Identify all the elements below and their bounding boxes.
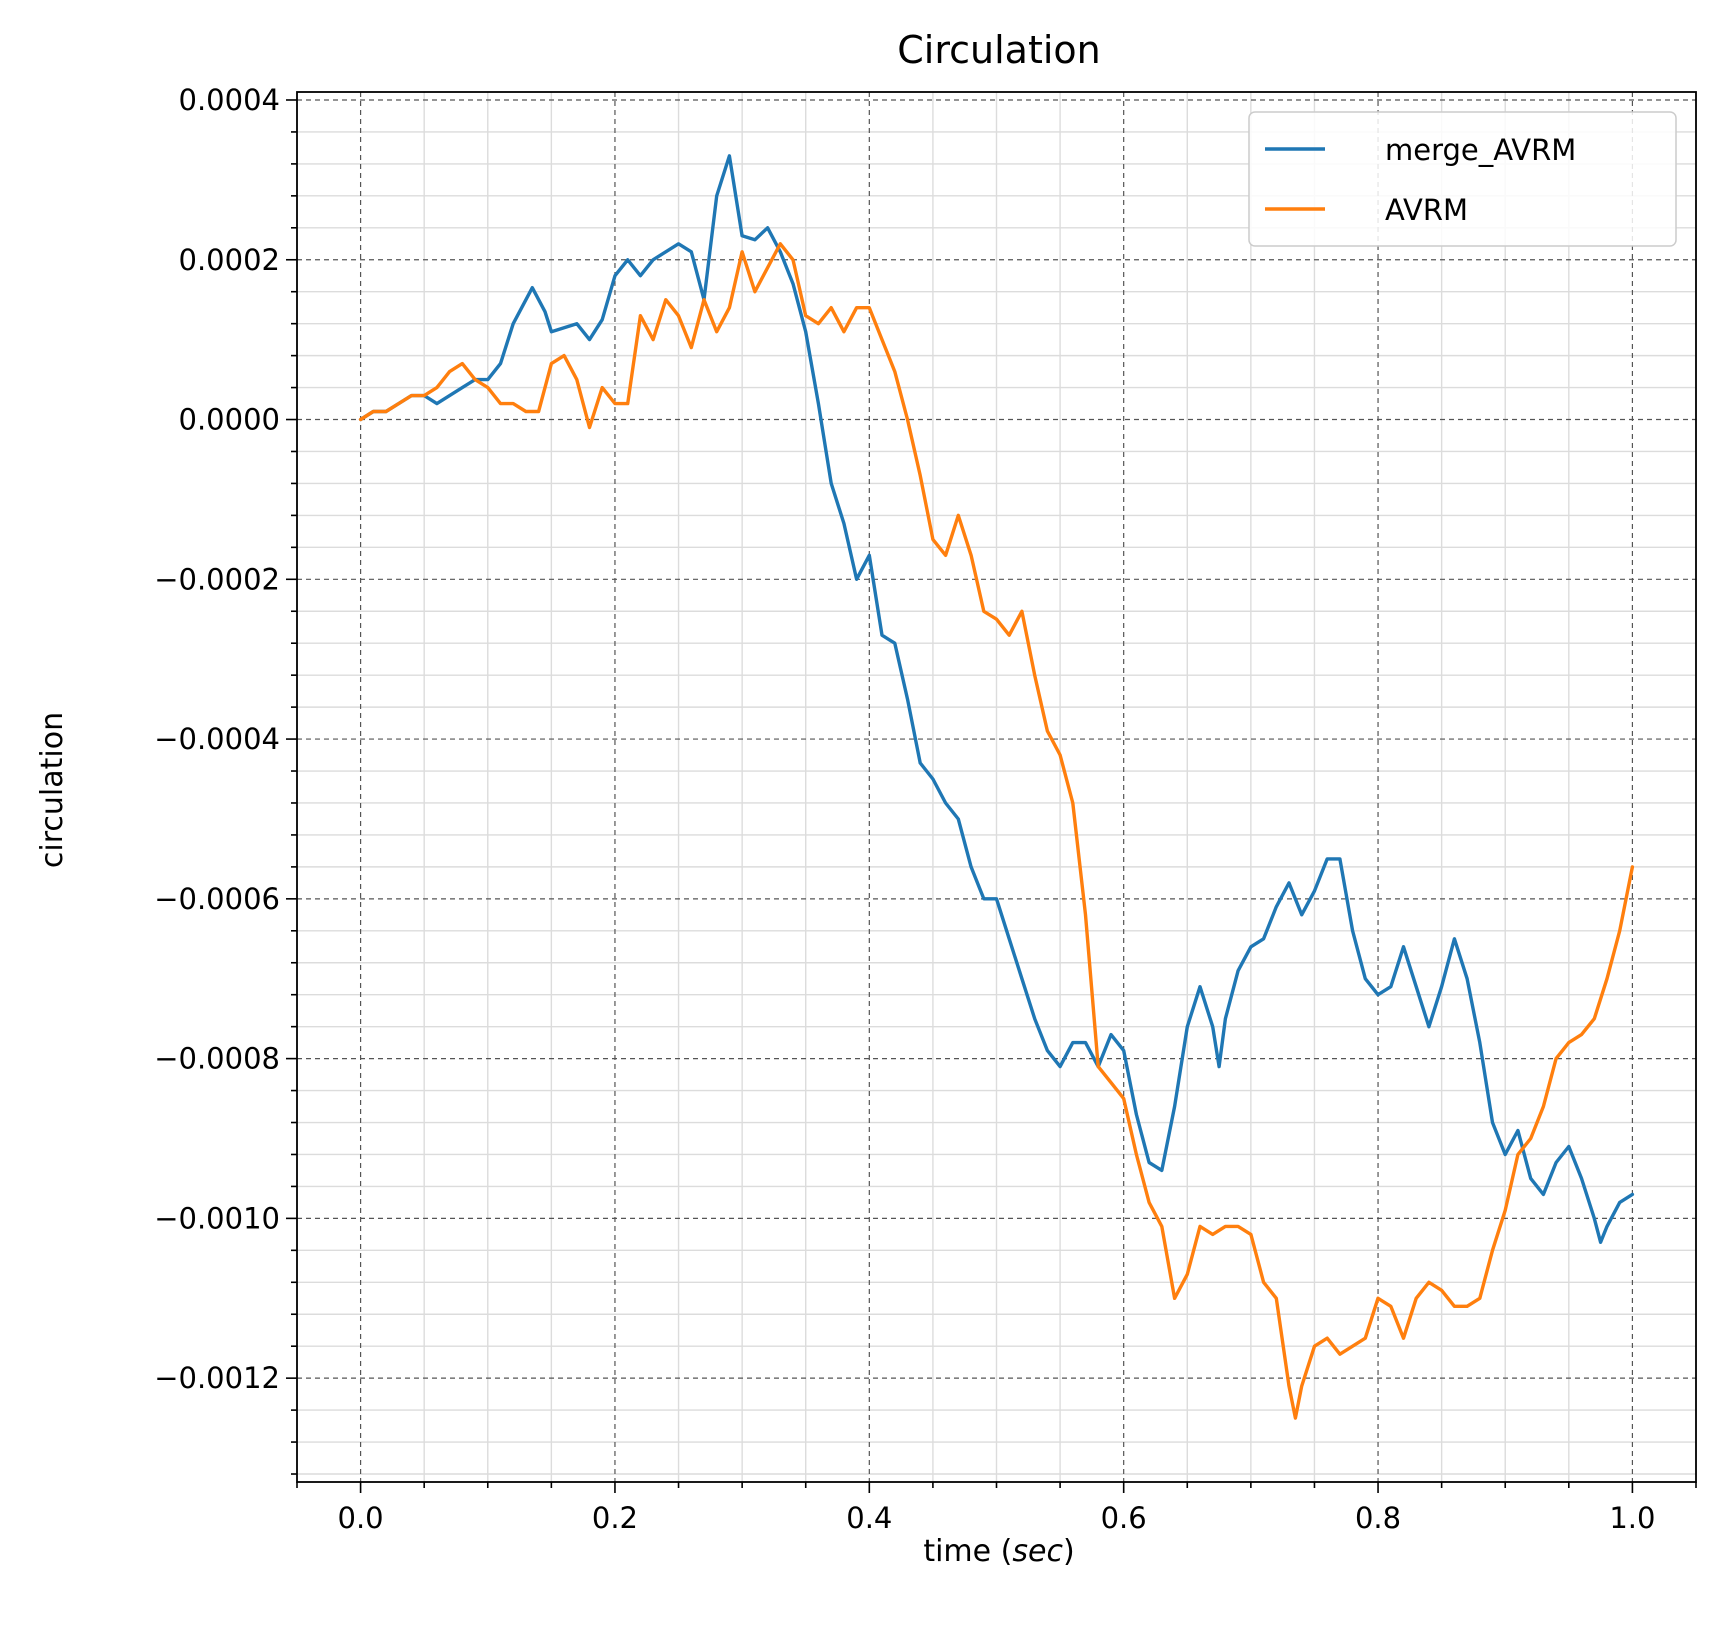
y-tick-label: −0.0006 — [154, 882, 280, 916]
y-tick-label: 0.0000 — [179, 403, 280, 437]
x-tick-label: 0.2 — [592, 1501, 638, 1535]
x-tick-label: 0.6 — [1101, 1501, 1147, 1535]
minor-gridlines — [296, 92, 1697, 1482]
series-line-avrm — [358, 242, 1635, 1420]
series-layer — [358, 154, 1635, 1420]
legend-box — [1248, 111, 1677, 247]
x-tick-label: 0.4 — [846, 1501, 892, 1535]
x-axis-tick-labels: 0.0 0.2 0.4 0.6 0.8 1.0 — [338, 1501, 1656, 1535]
legend-label-merge-avrm: merge_AVRM — [1385, 133, 1576, 167]
y-tick-label: −0.0004 — [154, 722, 280, 756]
x-tick-label: 0.8 — [1355, 1501, 1401, 1535]
legend-label-avrm: AVRM — [1385, 193, 1468, 227]
legend: merge_AVRM AVRM — [1248, 111, 1677, 247]
series-line-merge-avrm — [358, 154, 1635, 1244]
y-axis-label: circulation — [35, 712, 70, 868]
x-tick-label: 1.0 — [1609, 1501, 1655, 1535]
y-tick-label: 0.0002 — [179, 243, 280, 277]
y-tick-label: 0.0004 — [179, 83, 280, 117]
major-gridlines — [297, 92, 1696, 1482]
y-tick-label: −0.0012 — [154, 1361, 280, 1395]
axis-ticks — [286, 99, 1697, 1493]
x-axis-label: time (sec) — [923, 1534, 1074, 1569]
y-tick-label: −0.0008 — [154, 1042, 280, 1076]
y-tick-label: −0.0002 — [154, 562, 280, 596]
chart-title: Circulation — [897, 28, 1101, 72]
y-tick-label: −0.0010 — [154, 1201, 280, 1235]
x-tick-label: 0.0 — [338, 1501, 384, 1535]
y-axis-tick-labels: 0.0004 0.0002 0.0000 −0.0002 −0.0004 −0.0006 −… — [154, 83, 280, 1395]
